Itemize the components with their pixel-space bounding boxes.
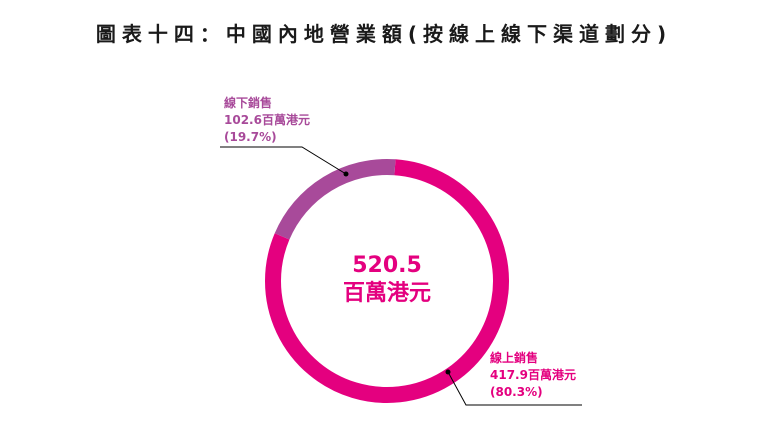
leader-line-online [447, 371, 582, 406]
total-unit: 百萬港元 [343, 281, 431, 306]
label-online-percent: (80.3%) [490, 385, 543, 399]
label-offline-value: 102.6百萬港元 [224, 112, 310, 127]
chart-title: 圖表十四：中國內地營業額(按線上線下渠道劃分) [95, 22, 673, 46]
leader-dot-online [445, 369, 451, 375]
slice-online [265, 159, 509, 403]
label-online-value: 417.9百萬港元 [490, 367, 576, 382]
slice-offline [274, 159, 396, 240]
leader-line-offline [220, 146, 347, 175]
total-value: 520.5 [352, 253, 422, 278]
label-offline-percent: (19.7%) [224, 130, 277, 144]
label-offline-name: 線下銷售 [224, 95, 272, 110]
leader-dot-offline [343, 171, 349, 177]
label-online-name: 線上銷售 [490, 350, 538, 365]
